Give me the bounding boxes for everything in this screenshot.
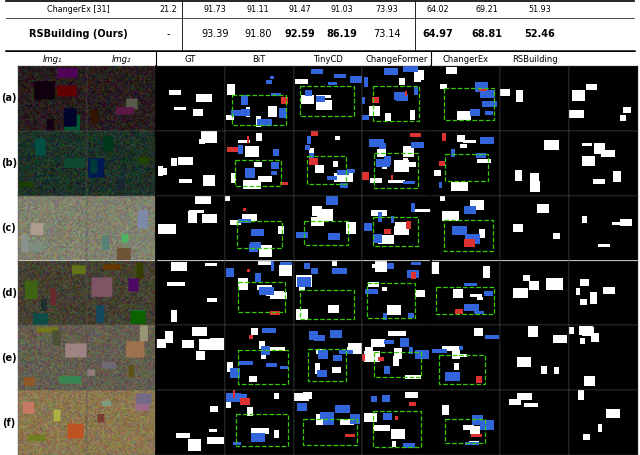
Bar: [237, 221, 282, 248]
Text: (f): (f): [3, 418, 15, 428]
Text: 91.11: 91.11: [246, 5, 269, 14]
Text: 91.03: 91.03: [331, 5, 353, 14]
Text: (b): (b): [1, 158, 17, 168]
Bar: [367, 283, 415, 318]
Bar: [236, 414, 288, 445]
Text: ChangeFormer: ChangeFormer: [365, 55, 428, 64]
Text: 73.14: 73.14: [373, 29, 401, 39]
Text: GT: GT: [184, 55, 196, 64]
Text: -: -: [166, 29, 170, 39]
Bar: [374, 352, 421, 377]
Text: 91.47: 91.47: [289, 5, 312, 14]
Text: (c): (c): [2, 223, 17, 233]
Text: 64.02: 64.02: [427, 5, 449, 14]
Bar: [373, 410, 421, 447]
Text: 73.93: 73.93: [376, 5, 398, 14]
Text: 64.97: 64.97: [422, 29, 453, 39]
Text: TinyCD: TinyCD: [313, 55, 343, 64]
Bar: [238, 350, 289, 384]
Text: RSBuilding: RSBuilding: [512, 55, 557, 64]
Bar: [373, 217, 418, 246]
Text: 91.73: 91.73: [204, 5, 227, 14]
Text: 68.81: 68.81: [472, 29, 502, 39]
Bar: [445, 419, 484, 443]
Text: 51.93: 51.93: [529, 5, 552, 14]
Bar: [300, 289, 355, 319]
Text: 69.21: 69.21: [476, 5, 499, 14]
Bar: [444, 220, 493, 251]
Text: ChangerEx: ChangerEx: [443, 55, 489, 64]
Bar: [304, 221, 348, 245]
Bar: [444, 88, 494, 120]
Text: ChangerEx [31]: ChangerEx [31]: [47, 5, 109, 14]
Bar: [300, 86, 354, 116]
Bar: [239, 282, 285, 312]
Text: 92.59: 92.59: [285, 29, 316, 39]
Text: 21.2: 21.2: [159, 5, 177, 14]
Text: (a): (a): [1, 93, 17, 103]
Text: 93.39: 93.39: [201, 29, 228, 39]
Bar: [439, 354, 484, 384]
Text: BiT: BiT: [253, 55, 266, 64]
Bar: [236, 160, 282, 186]
Text: Img₂: Img₂: [111, 55, 131, 64]
Text: 91.80: 91.80: [244, 29, 272, 39]
Text: (d): (d): [1, 288, 17, 298]
Text: 52.46: 52.46: [525, 29, 556, 39]
Bar: [374, 152, 419, 188]
Text: Img₁: Img₁: [43, 55, 62, 64]
Bar: [308, 349, 346, 381]
Text: 86.19: 86.19: [326, 29, 357, 39]
Bar: [303, 419, 357, 445]
Bar: [307, 156, 346, 184]
Bar: [232, 95, 286, 125]
Bar: [445, 154, 488, 181]
Bar: [374, 86, 419, 121]
Bar: [436, 287, 494, 313]
Text: (e): (e): [1, 353, 17, 363]
Text: RSBuilding (Ours): RSBuilding (Ours): [29, 29, 127, 39]
